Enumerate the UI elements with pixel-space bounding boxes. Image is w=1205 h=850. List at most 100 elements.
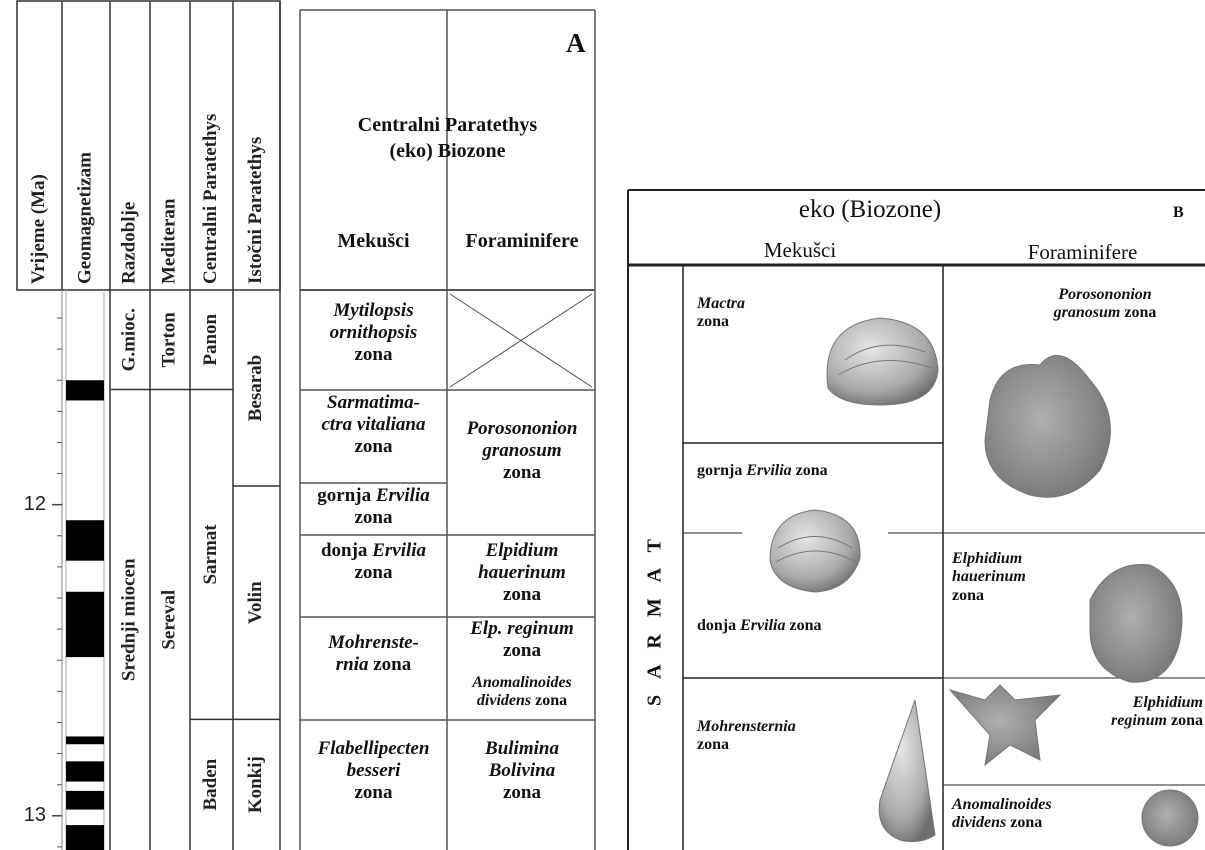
elphidium-hauerinum-test (1089, 563, 1183, 683)
taxon-name: Ervilia (746, 462, 792, 479)
mactra-shell (826, 317, 939, 406)
zone-line: Porosononion (1010, 286, 1200, 304)
taxon-name: Bolivina (488, 759, 556, 781)
zone-line: Mohrenste- (300, 632, 447, 654)
zone-line: Anomalinoides (447, 674, 597, 692)
zone-text: Sarmatima-ctra vitaliana zona (300, 392, 447, 458)
normal-polarity (66, 790, 104, 810)
zone-line: dividens zona (447, 692, 597, 710)
taxon-name: Flabellipecten (317, 738, 430, 759)
column-header: Istočni Paratethys (245, 137, 266, 284)
zone-line: granosum (447, 440, 597, 462)
zone-line: Sarmatima- (300, 392, 447, 414)
taxon-name: Anomalinoides (472, 674, 572, 691)
taxon-name: Sarmatima- (327, 392, 420, 413)
zone-line: zona (300, 507, 447, 529)
zone-line: zona (300, 436, 447, 458)
unit-label: Sereval (158, 590, 179, 650)
title-line: (eko) Biozone (389, 140, 506, 162)
zone-line: Elphidium (952, 550, 1102, 568)
column-header: Vrijeme (Ma) (28, 174, 49, 284)
taxon-name: granosum (482, 439, 562, 461)
taxon-name: hauerinum (478, 561, 566, 583)
zone-word: zona (697, 736, 729, 754)
taxon-name: Porosononion (1058, 286, 1152, 303)
column-header: Foraminifere (465, 230, 579, 252)
zone-line: Bolivina (447, 760, 597, 782)
column-header: Geomagnetizam (74, 152, 95, 284)
zone-word: gornja (697, 462, 743, 479)
taxon-name: Elphidium (952, 550, 1023, 567)
zone-word: donja (320, 540, 368, 561)
zone-text: Mohrenste-rnia zona (300, 632, 447, 676)
zone-line: Elphidium (1040, 694, 1203, 712)
normal-polarity (66, 825, 104, 850)
taxon-name: Elp. reginum (470, 618, 574, 639)
fossil-illustrations (769, 317, 1199, 847)
zone-text: Elpidium hauerinum zona (447, 540, 597, 606)
zone-word: zona (535, 692, 568, 710)
panel-b-title: eko (Biozone) (798, 196, 942, 223)
zone-text: donja Ervilia zona (697, 617, 937, 635)
stage-label: S A R M A T (643, 533, 666, 706)
zone-line: Mohrensternia (697, 718, 937, 736)
column-header: Mekušci (337, 230, 410, 252)
zone-line: Mactra (697, 295, 937, 313)
zone-line: reginum zona (1040, 712, 1203, 730)
zone-line: donja Ervilia (300, 540, 447, 562)
title-line: Centralni Paratethys (357, 114, 538, 136)
panel-a-title: Centralni Paratethys (eko) Biozone (300, 112, 595, 164)
unit-label: Besarab (245, 355, 266, 422)
zone-line: zona (447, 782, 597, 804)
porosononion-test (984, 355, 1111, 498)
zone-word: zona (354, 343, 393, 365)
normal-polarity (66, 520, 104, 561)
zone-line: Elp. reginum (447, 618, 597, 640)
zone-line: Porosononion (447, 418, 597, 440)
zone-line: zona (952, 587, 1102, 605)
zone-line: gornja Ervilia (300, 485, 447, 507)
taxon-name: Mactra (697, 295, 745, 312)
zone-line: hauerinum (952, 568, 1102, 586)
zone-word: zona (795, 462, 828, 479)
zone-text: Porosononion granosum zona (447, 418, 597, 484)
taxon-name: Mohrensternia (697, 718, 796, 735)
zone-word: zona (1010, 814, 1043, 832)
panel-b-label: B (1173, 204, 1184, 221)
zone-text: Mactra zona (697, 295, 937, 332)
zone-line: ornithopsis (300, 322, 447, 344)
column-header: Centralni Paratethys (200, 114, 221, 284)
column-header: Razdoblje (118, 202, 139, 284)
taxon-name: hauerinum (952, 568, 1026, 586)
taxon-name: reginum (1110, 712, 1167, 730)
zone-word: gornja (317, 485, 372, 506)
elphidium-reginum-test (948, 684, 1062, 767)
zone-word: zona (789, 617, 822, 634)
panel-a-label: A (566, 28, 586, 58)
unit-label: G.mioc. (118, 308, 139, 371)
zone-word: zona (697, 313, 729, 331)
taxon-name: Porosononion (466, 418, 578, 439)
zone-line: Mytilopsis (300, 300, 447, 322)
taxon-name: Anomalinoides (952, 796, 1052, 813)
zone-word: zona (503, 583, 541, 605)
normal-polarity (66, 761, 104, 782)
mohrensternia-shell (878, 699, 936, 843)
zone-text: Bulimina Bolivina zona (447, 738, 597, 804)
zone-line: Anomalinoides (952, 796, 1122, 814)
unit-label: Panon (200, 313, 221, 365)
zone-line: zona (447, 462, 597, 484)
zone-line: dividens zona (952, 814, 1122, 832)
zone-word: zona (952, 586, 984, 604)
zone-word: donja (697, 617, 737, 634)
zone-line: hauerinum (447, 562, 597, 584)
unit-label: Baden (200, 758, 221, 810)
unit-label: Volin (245, 581, 266, 624)
zone-text: Flabellipecten besseri zona (300, 738, 447, 804)
taxon-name: Ervilia (372, 540, 427, 561)
taxon-name: dividens (476, 692, 532, 710)
normal-polarity (66, 591, 104, 658)
zone-line: besseri (300, 760, 447, 782)
zone-word: zona (373, 653, 412, 675)
